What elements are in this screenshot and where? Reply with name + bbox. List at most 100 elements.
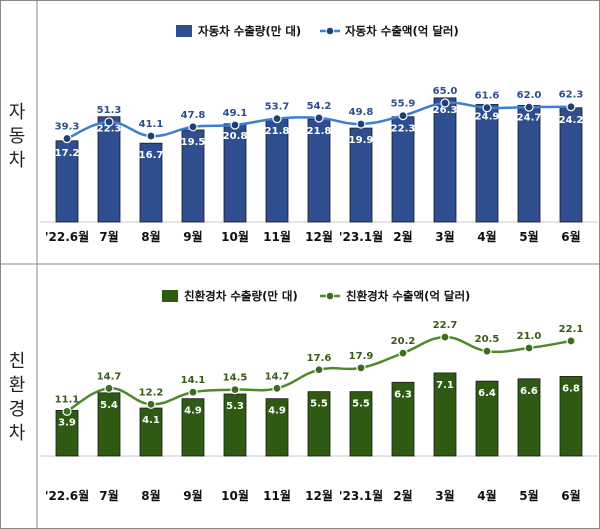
eco-line-value-label: 17.9 [349, 351, 374, 362]
eco-line-value-label: 20.2 [391, 336, 416, 347]
eco-line-value-label: 14.5 [223, 373, 248, 384]
eco-bar-value-label: 5.5 [352, 399, 370, 410]
car-x-tick-label: 9월 [183, 229, 202, 244]
car-line-marker [104, 117, 114, 127]
eco-line-marker [398, 348, 408, 358]
eco-side-label-char: 경 [8, 399, 26, 420]
eco-legend-line-label: 친환경차 수출액(억 달러) [346, 289, 470, 303]
car-line-marker [230, 120, 240, 130]
eco-line-marker [230, 385, 240, 395]
car-bar-value-label: 21.8 [307, 126, 332, 137]
eco-x-tick-label: '22.6월 [45, 488, 89, 503]
car-bar [97, 116, 121, 223]
car-line-value-label: 49.8 [349, 107, 374, 118]
car-export-panel: 자동차 수출량(만 대) 자동차 수출액(억 달러) 17.2 22.3 16.7 19.… [40, 24, 598, 244]
car-line-value-label: 53.7 [265, 102, 290, 113]
car-bar-value-label: 26.3 [433, 105, 458, 116]
car-line-marker [440, 98, 450, 108]
car-line-value-label: 65.0 [433, 86, 458, 97]
eco-side-label: 친 환 경 차 [2, 350, 32, 446]
eco-bar-value-label: 5.3 [226, 401, 244, 412]
car-bar-value-label: 16.7 [139, 150, 164, 161]
eco-bar [307, 391, 331, 457]
car-x-tick-label: 12월 [305, 229, 333, 244]
car-line-marker [146, 131, 156, 141]
car-side-label-char: 동 [8, 126, 26, 147]
eco-bar-value-label: 6.4 [478, 388, 496, 399]
eco-x-tick-label: 2월 [393, 488, 412, 503]
eco-bar-value-label: 4.1 [142, 415, 160, 426]
eco-line-marker [356, 363, 366, 373]
car-line-marker [272, 114, 282, 124]
eco-line-value-label: 20.5 [475, 334, 500, 345]
eco-line-marker [440, 332, 450, 342]
eco-bar [265, 398, 289, 457]
car-bar-value-label: 21.8 [265, 126, 290, 137]
car-line-marker [188, 122, 198, 132]
eco-side-label-char: 환 [8, 375, 26, 396]
eco-x-tick-label: 9월 [183, 488, 202, 503]
eco-x-tick-label: 8월 [141, 488, 160, 503]
eco-line-value-label: 14.7 [97, 371, 122, 382]
car-line-value-label: 62.3 [559, 90, 584, 101]
eco-line-value-label: 22.7 [433, 320, 458, 331]
eco-x-tick-label: 5월 [519, 488, 538, 503]
eco-line-marker [146, 399, 156, 409]
car-bar-value-label: 22.3 [391, 124, 416, 135]
eco-line-marker [272, 383, 282, 393]
car-line-value-label: 49.1 [223, 108, 248, 119]
eco-x-tick-label: 11월 [263, 488, 291, 503]
car-line-marker [356, 119, 366, 129]
car-bar [139, 142, 163, 223]
eco-bar-value-label: 6.6 [520, 386, 538, 397]
eco-bar-value-label: 5.5 [310, 399, 328, 410]
car-line-value-label: 54.2 [307, 101, 332, 112]
eco-bar [391, 381, 415, 457]
car-bar-value-label: 19.9 [349, 135, 374, 146]
eco-line-value-label: 22.1 [559, 324, 584, 335]
eco-bar [349, 391, 373, 457]
eco-line-marker [566, 336, 576, 346]
eco-bar [475, 380, 499, 457]
eco-legend-bar-label: 친환경차 수출량(만 대) [184, 289, 298, 303]
car-legend: 자동차 수출량(만 대) 자동차 수출액(억 달러) [176, 24, 459, 38]
car-line-marker [566, 102, 576, 112]
car-x-tick-label: '22.6월 [45, 229, 89, 244]
eco-line-value-label: 12.2 [139, 387, 164, 398]
car-line-value-label: 47.8 [181, 110, 206, 121]
car-line-value-label: 41.1 [139, 119, 164, 130]
eco-side-label-char: 차 [8, 423, 26, 444]
eco-line-value-label: 21.0 [517, 331, 542, 342]
car-bar-value-label: 20.8 [223, 131, 248, 142]
car-bar [433, 97, 457, 223]
car-x-tick-label: 10월 [221, 229, 249, 244]
eco-x-tick-label: '23.1월 [339, 488, 383, 503]
eco-line-marker [188, 387, 198, 397]
eco-line-value-label: 17.6 [307, 353, 332, 364]
car-line-marker [398, 110, 408, 121]
eco-bar [181, 398, 205, 457]
eco-bar-value-label: 6.3 [394, 389, 412, 400]
car-bar-value-label: 22.3 [97, 124, 122, 135]
eco-line-marker [524, 343, 534, 353]
car-side-label-char: 자 [8, 102, 26, 123]
eco-line-value-label: 11.1 [55, 394, 80, 405]
eco-x-tick-label: 3월 [435, 488, 454, 503]
car-legend-line-label: 자동차 수출액(억 달러) [345, 24, 459, 38]
eco-line-marker [314, 365, 324, 375]
eco-legend: 친환경차 수출량(만 대) 친환경차 수출액(억 달러) [162, 289, 470, 303]
car-line-value-label: 62.0 [517, 90, 542, 101]
car-line-marker [524, 102, 534, 112]
eco-x-tick-label: 12월 [305, 488, 333, 503]
eco-bar-value-label: 6.8 [562, 383, 580, 394]
car-legend-bar-label: 자동차 수출량(만 대) [198, 24, 301, 38]
eco-bar-value-label: 4.9 [184, 406, 202, 417]
eco-line-marker [482, 346, 492, 356]
car-x-tick-label: 4월 [477, 229, 496, 244]
car-legend-bar-swatch [176, 25, 192, 37]
eco-bar [433, 372, 457, 457]
car-line-marker [482, 103, 492, 113]
eco-x-tick-label: 10월 [221, 488, 249, 503]
car-bar-value-label: 19.5 [181, 137, 206, 148]
